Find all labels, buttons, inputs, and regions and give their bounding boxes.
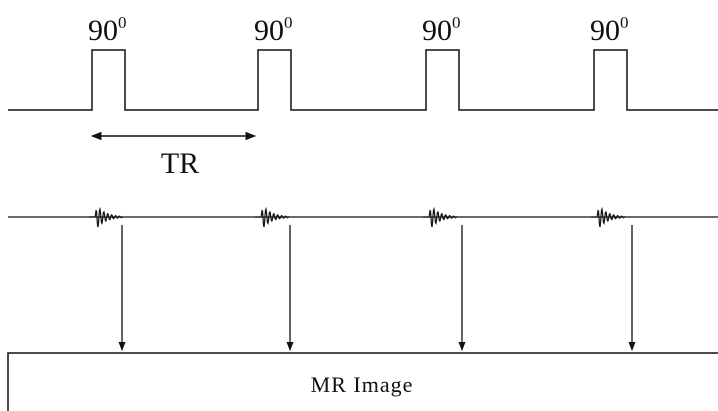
flip-angle: 90 (590, 14, 620, 47)
fid-signal (255, 206, 290, 228)
image-box (7, 352, 718, 411)
degree-mark: 0 (118, 13, 127, 32)
signal-train (8, 206, 718, 228)
output-label: MR Image (311, 372, 414, 397)
degree-mark: 0 (452, 13, 461, 32)
tr-label: TR (161, 147, 199, 180)
flip-angle: 90 (422, 14, 452, 47)
degree-mark: 0 (284, 13, 293, 32)
pulse-waveform (8, 49, 718, 111)
degree-mark: 0 (620, 13, 629, 32)
pulse-label: 900 (422, 13, 461, 47)
flip-angle: 90 (88, 14, 118, 47)
flip-angle: 90 (254, 14, 284, 47)
pulse-label: 900 (590, 13, 629, 47)
fid-signal (423, 206, 458, 228)
pulse-label: 900 (88, 13, 127, 47)
pulse-label: 900 (254, 13, 293, 47)
fid-signal (89, 206, 124, 228)
pulse-train (8, 49, 718, 111)
fid-signal (591, 206, 626, 228)
